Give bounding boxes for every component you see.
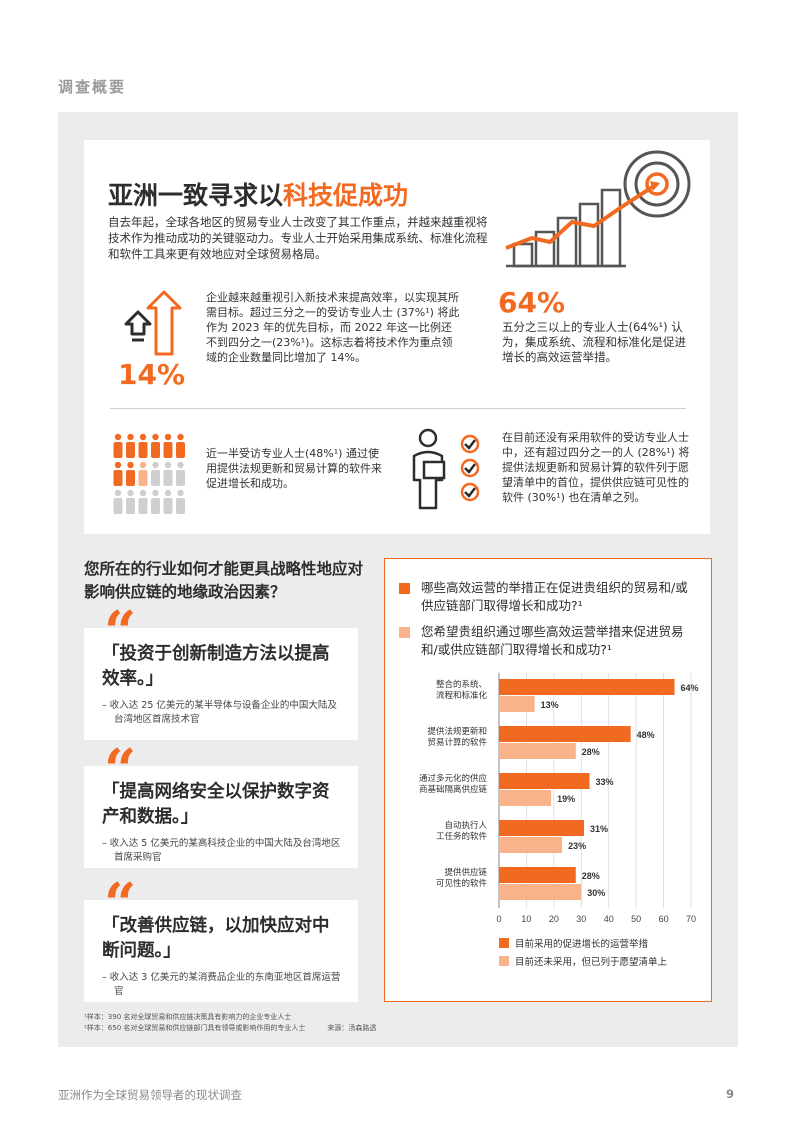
chart-question-wishlist-text: 您希望贵组织通过哪些高效运营举措来促进贸易和/或供应链部门取得增长和成功?¹ xyxy=(421,624,684,657)
person-figure-icon xyxy=(151,433,160,458)
person-figure-icon xyxy=(113,461,123,486)
person-figure-icon xyxy=(176,461,185,486)
bar-wishlist xyxy=(499,837,563,853)
person-figure-icon xyxy=(151,489,160,514)
stat-14-value: 14% xyxy=(118,358,186,391)
legend-label: 目前采用的促进增长的运营举措 xyxy=(515,938,649,950)
person-figure-icon xyxy=(113,489,123,514)
quote-card: 「改善供应链，以加快应对中断问题。」 – 收入达 3 亿美元的某消费品企业的东南… xyxy=(84,900,358,1002)
bar-value-label: 13% xyxy=(541,700,559,710)
quote-source: – 收入达 5 亿美元的某高科技企业的中国大陆及台湾地区首席采购官 xyxy=(102,838,341,863)
up-arrows-icon xyxy=(124,290,182,356)
footnote-source: 来源：汤森路透 xyxy=(327,1024,377,1032)
person-figure-icon xyxy=(113,433,123,458)
category-label: 自动执行人工任务的软件 xyxy=(436,820,488,842)
bar-value-label: 48% xyxy=(637,730,655,740)
chart-question-current-text: 哪些高效运营的举措正在促进贵组织的贸易和/或供应链部门取得增长和成功?¹ xyxy=(421,580,688,613)
bar-current xyxy=(499,773,590,789)
bar-wishlist xyxy=(499,790,552,806)
x-tick-label: 70 xyxy=(686,914,696,924)
legend-wishlist-swatch xyxy=(499,956,509,966)
quote-text: 「投资于创新制造方法以提高效率。」 xyxy=(102,644,330,689)
software-users-description: 近一半受访专业人士(48%¹) 通过使用提供法规更新和贸易计算的软件来促进增长和… xyxy=(206,447,382,490)
current-legend-swatch xyxy=(399,583,410,594)
category-label: 提供法规更新和贸易计算的软件 xyxy=(427,726,487,748)
person-figure-icon xyxy=(138,433,148,458)
bar-chart: 0 10 20 30 40 50 60 70 整合的系统、流程和标准化 64% 13% 提供法规更新和… xyxy=(419,673,699,968)
person-figure-icon xyxy=(163,433,173,458)
wishlist-legend-swatch xyxy=(399,627,410,638)
footnotes: ¹样本：390 名对全球贸易和供应链决策具有影响力的企业专业人士 ²样本：650… xyxy=(84,1012,376,1034)
chart-question-current: 哪些高效运营的举措正在促进贵组织的贸易和/或供应链部门取得增长和成功?¹ xyxy=(399,579,699,615)
bar-wishlist xyxy=(499,884,582,900)
stat-64-description: 五分之三以上的专业人士(64%¹) 认为，集成系统、流程和标准化是促进增长的高效… xyxy=(502,320,686,364)
legend-current-swatch xyxy=(499,938,509,948)
x-tick-label: 50 xyxy=(631,914,641,924)
chart-panel: 哪些高效运营的举措正在促进贵组织的贸易和/或供应链部门取得增长和成功?¹ 您希望… xyxy=(384,558,712,1002)
footnote-2-row: ²样本：650 名对全球贸易和供应链部门具有领导或影响作用的专业人士 来源：汤森路… xyxy=(84,1023,376,1034)
bar-value-label: 31% xyxy=(590,824,608,834)
category-label: 提供供应链可见性的软件 xyxy=(436,867,488,889)
person-figure-icon xyxy=(138,461,148,486)
bar-value-label: 28% xyxy=(582,747,600,757)
category-label: 整合的系统、流程和标准化 xyxy=(436,679,488,701)
bar-current xyxy=(499,820,585,836)
card-title-highlight: 科技促成功 xyxy=(283,181,409,210)
person-figure-icon xyxy=(126,433,135,458)
person-figure-icon xyxy=(163,461,173,486)
person-figure-icon xyxy=(138,489,148,514)
bar-value-label: 33% xyxy=(596,777,614,787)
bar-value-label: 23% xyxy=(568,841,586,851)
page-number: 9 xyxy=(726,1087,735,1101)
legend-label: 目前还未采用，但已列于愿望清单上 xyxy=(515,956,668,968)
card-intro: 自去年起，全球各地区的贸易专业人士改变了其工作重点，并越来越重视将技术作为推动成… xyxy=(108,215,488,261)
person-figure-icon xyxy=(126,489,135,514)
people-group-icon xyxy=(113,433,185,514)
card-title: 亚洲一致寻求以科技促成功 xyxy=(108,176,408,212)
bar-value-label: 64% xyxy=(681,683,699,693)
bar-value-label: 19% xyxy=(557,794,575,804)
card-divider xyxy=(110,408,686,409)
x-tick-label: 30 xyxy=(576,914,586,924)
bar-current xyxy=(499,726,631,742)
x-tick-label: 60 xyxy=(659,914,669,924)
category-label: 通过多元化的供应商基础隔离供应链 xyxy=(419,773,488,795)
bar-value-label: 28% xyxy=(582,871,600,881)
footer-title: 亚洲作为全球贸易领导者的现状调查 xyxy=(58,1088,242,1102)
person-figure-icon xyxy=(126,461,135,486)
stat-64-value: 64% xyxy=(498,286,566,319)
person-checklist-icon xyxy=(412,428,480,510)
growth-target-icon xyxy=(505,150,691,268)
geopolitics-question: 您所在的行业如何才能更具战略性地应对影响供应链的地缘政治因素？ xyxy=(84,560,364,601)
card-title-main: 亚洲一致寻求以 xyxy=(108,181,284,210)
person-figure-icon xyxy=(151,461,160,486)
quote-source: – 收入达 3 亿美元的某消费品企业的东南亚地区首席运营官 xyxy=(102,972,341,997)
bar-value-label: 30% xyxy=(587,888,605,898)
person-figure-icon xyxy=(163,489,173,514)
quote-text: 「改善供应链，以加快应对中断问题。」 xyxy=(102,916,330,961)
section-label: 调查概要 xyxy=(58,78,127,96)
wishlist-software-description: 在目前还没有采用软件的受访专业人士中，还有超过四分之一的人 (28%¹) 将提供… xyxy=(502,431,690,504)
person-figure-icon xyxy=(176,433,185,458)
bar-current xyxy=(499,679,675,695)
quote-card: 「投资于创新制造方法以提高效率。」 – 收入达 25 亿美元的某半导体与设备企业… xyxy=(84,628,358,740)
summary-card: 亚洲一致寻求以科技促成功 自去年起，全球各地区的贸易专业人士改变了其工作重点，并… xyxy=(84,140,710,534)
quote-text: 「提高网络安全以保护数字资产和数据。」 xyxy=(102,782,330,827)
bar-wishlist xyxy=(499,743,576,759)
chart-question-wishlist: 您希望贵组织通过哪些高效运营举措来促进贸易和/或供应链部门取得增长和成功?¹ xyxy=(399,623,699,659)
quote-source: – 收入达 25 亿美元的某半导体与设备企业的中国大陆及台湾地区首席技术官 xyxy=(102,700,337,725)
bar-current xyxy=(499,867,576,883)
x-tick-label: 10 xyxy=(521,914,531,924)
stat-14-description: 企业越来越重视引入新技术来提高效率，以实现其所需目标。超过三分之一的受访专业人士… xyxy=(206,291,460,364)
x-tick-label: 20 xyxy=(549,914,559,924)
x-tick-label: 40 xyxy=(604,914,614,924)
footnote-2: ²样本：650 名对全球贸易和供应链部门具有领导或影响作用的专业人士 xyxy=(84,1024,306,1032)
footnote-1: ¹样本：390 名对全球贸易和供应链决策具有影响力的企业专业人士 xyxy=(84,1013,292,1021)
quote-card: 「提高网络安全以保护数字资产和数据。」 – 收入达 5 亿美元的某高科技企业的中… xyxy=(84,766,358,868)
person-figure-icon xyxy=(176,489,185,514)
x-tick-label: 0 xyxy=(496,914,501,924)
bar-wishlist xyxy=(499,696,535,712)
